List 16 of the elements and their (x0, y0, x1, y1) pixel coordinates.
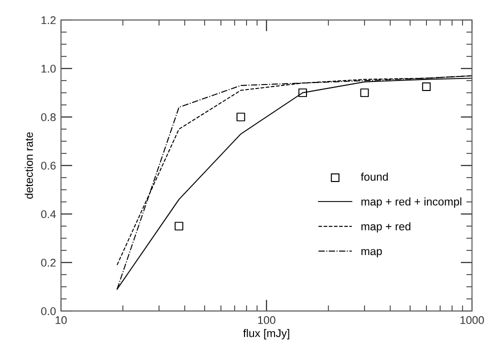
x-tick-label: 1000 (460, 316, 484, 324)
y-tick-label: 0.6 (41, 162, 56, 170)
x-tick-label: 100 (258, 316, 276, 324)
y-tick-label: 0.0 (41, 307, 56, 316)
y-tick-label: 0.4 (41, 210, 56, 218)
legend-label: map + red + incompl (361, 197, 462, 208)
y-tick-label: 0.2 (41, 258, 56, 267)
legend-label: map (361, 249, 382, 258)
y-axis-title: detection rate (24, 132, 33, 199)
legend-label: found (360, 172, 388, 181)
y-tick-label: 1.2 (42, 16, 56, 24)
y-tick-label: 0.8 (41, 113, 56, 122)
y-tick-label: 1.0 (42, 64, 56, 73)
x-tick-label: 10 (56, 316, 67, 324)
x-axis-title: flux [mJy] (243, 328, 290, 340)
legend-label: map + red (361, 222, 410, 233)
